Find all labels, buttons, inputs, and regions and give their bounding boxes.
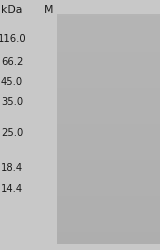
Text: M: M [44, 4, 54, 15]
Bar [58, 99, 78, 105]
Bar [58, 59, 78, 65]
Text: 14.4: 14.4 [1, 183, 23, 193]
Text: 25.0: 25.0 [1, 128, 23, 138]
FancyBboxPatch shape [82, 172, 150, 181]
Text: 45.0: 45.0 [1, 77, 23, 87]
Bar [58, 165, 78, 170]
Text: 116.0: 116.0 [0, 34, 26, 44]
Text: 35.0: 35.0 [1, 97, 23, 107]
Bar [58, 185, 78, 191]
Text: 66.2: 66.2 [1, 57, 23, 67]
Bar [58, 130, 78, 135]
Bar [58, 36, 78, 42]
Bar [58, 79, 78, 85]
Text: 18.4: 18.4 [1, 162, 23, 172]
Text: kDa: kDa [1, 4, 23, 15]
